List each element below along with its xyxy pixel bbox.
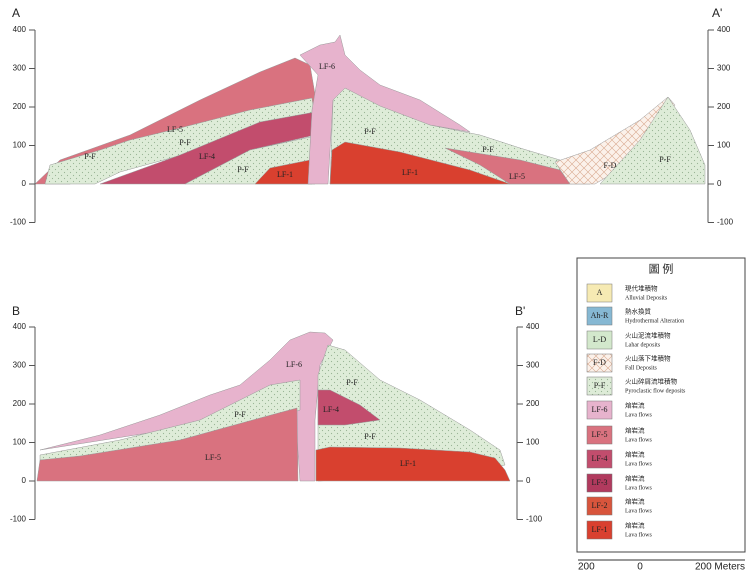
unit-label: P-F [234, 410, 246, 419]
unit-label: P-F [364, 432, 376, 441]
legend-code: LF-1 [592, 525, 608, 534]
legend-code: A [597, 288, 603, 297]
legend-name-zh: 熔岩流 [625, 449, 645, 458]
unit-label: F-D [604, 161, 617, 170]
tick-label: 100 [526, 438, 540, 447]
legend-name-zh: 現代堆積物 [625, 283, 658, 292]
legend-name-en: Lahar deposits [625, 342, 661, 348]
legend-name-en: Pyroclastic flow deposits [625, 387, 686, 394]
legend-name-en: Lava flows [625, 411, 652, 418]
unit-label: LF-5 [205, 453, 221, 462]
scale-label: 0 [637, 562, 643, 573]
legend-name-en: Fall Deposits [625, 365, 657, 371]
section-start-label: A [12, 6, 20, 20]
tick-label: 200 [13, 102, 27, 111]
unit-label: LF-5 [167, 125, 183, 134]
legend-code: P-F [594, 381, 606, 390]
tick-label: -100 [10, 218, 27, 227]
tick-label: 100 [13, 141, 27, 150]
section-b-shapes [37, 332, 510, 481]
legend-name-zh: 熔岩流 [625, 400, 645, 409]
legend-code: LF-2 [592, 501, 608, 510]
tick-label: -100 [10, 515, 27, 524]
tick-label: 200 [13, 399, 27, 408]
tick-label: 100 [717, 141, 731, 150]
unit-label: LF-1 [400, 459, 416, 468]
legend-name-en: Lava flows [625, 436, 652, 443]
legend-name-zh: 火山落下堆積物 [625, 353, 671, 362]
unit-label: P-F [237, 165, 249, 174]
tick-label: 400 [13, 25, 27, 34]
tick-label: 100 [13, 438, 27, 447]
legend-code: Ah-R [591, 311, 609, 320]
unit-label: LF-1 [402, 168, 418, 177]
legend-code: LF-6 [592, 405, 608, 414]
legend-name-zh: 熱水換質 [625, 306, 652, 315]
unit-label: LF-6 [286, 360, 302, 369]
unit-label: LF-4 [323, 405, 339, 414]
legend-name-en: Alluvial Deposits [625, 295, 668, 301]
unit-label: P-F [364, 127, 376, 136]
legend-code: F-D [593, 358, 606, 367]
tick-label: 0 [526, 476, 531, 485]
cross-section-figure: 400 300 200 100 0 -100 400 300 200 100 0 -100 A A' P-F… [0, 0, 751, 575]
section-end-label: A' [712, 6, 722, 20]
legend-code: LF-5 [592, 430, 608, 439]
unit-label: P-F [84, 152, 96, 161]
tick-label: 400 [13, 322, 27, 331]
legend-name-en: Lava flows [625, 531, 652, 538]
legend-code: LF-4 [592, 454, 608, 463]
legend-name-en: Lava flows [625, 484, 652, 491]
tick-label: 400 [526, 322, 540, 331]
unit-label: P-F [346, 378, 358, 387]
legend-title: 圖 例 [649, 262, 674, 276]
tick-label: 300 [717, 64, 731, 73]
legend-name-en: Hydrothermal Alteration [625, 318, 684, 324]
unit-label: LF-5 [509, 172, 525, 181]
tick-label: -100 [526, 515, 543, 524]
legend-code: LF-3 [592, 478, 608, 487]
legend-name-zh: 熔岩流 [625, 473, 645, 482]
unit-label: P-F [179, 138, 191, 147]
tick-label: -100 [717, 218, 734, 227]
legend-code: L-D [593, 335, 607, 344]
unit-label: LF-4 [199, 152, 215, 161]
tick-label: 0 [22, 179, 27, 188]
legend-name-zh: 熔岩流 [625, 425, 645, 434]
unit-label: LF-1 [277, 170, 293, 179]
legend-name-zh: 火山泥流堆積物 [625, 330, 671, 339]
unit-label: P-F [659, 155, 671, 164]
legend-name-zh: 火山碎屑流堆積物 [625, 376, 678, 385]
section-start-label: B [12, 304, 20, 318]
tick-label: 200 [717, 102, 731, 111]
legend-name-en: Lava flows [625, 507, 652, 514]
scale-label: 200 [578, 562, 595, 573]
legend-name-zh: 熔岩流 [625, 496, 645, 505]
tick-label: 300 [526, 361, 540, 370]
unit-label: P-F [482, 145, 494, 154]
tick-label: 300 [13, 64, 27, 73]
legend-name-en: Lava flows [625, 460, 652, 467]
tick-label: 200 [526, 399, 540, 408]
tick-label: 0 [22, 476, 27, 485]
tick-label: 400 [717, 25, 731, 34]
section-end-label: B' [515, 304, 525, 318]
scale-label: 200 Meters [695, 562, 745, 573]
unit-label: LF-6 [319, 62, 335, 71]
tick-label: 0 [717, 179, 722, 188]
tick-label: 300 [13, 361, 27, 370]
legend-name-zh: 熔岩流 [625, 520, 645, 529]
